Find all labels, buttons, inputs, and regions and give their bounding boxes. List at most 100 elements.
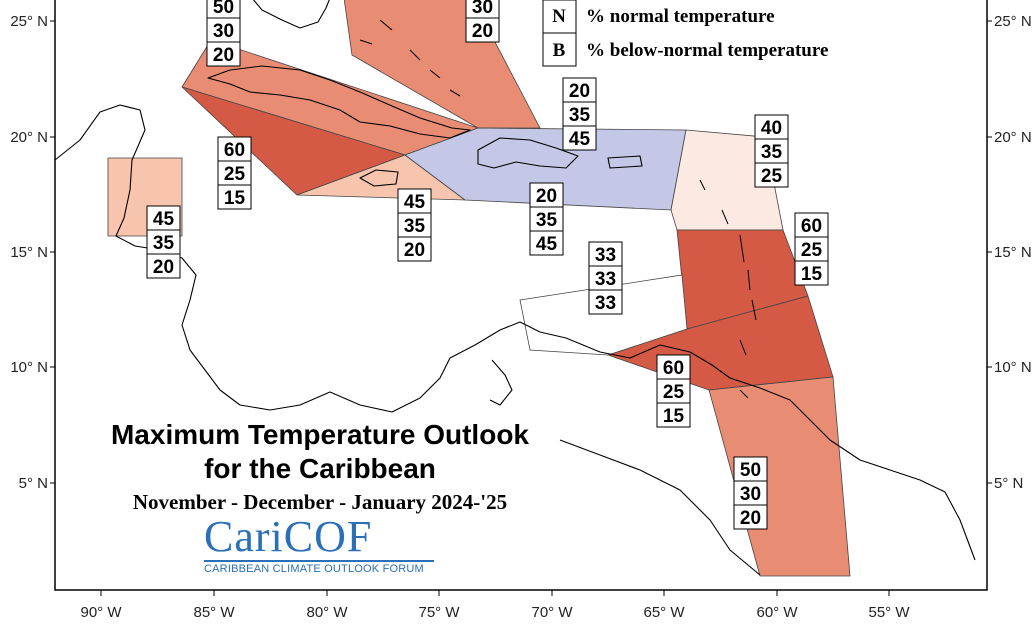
prob-value-northern-leewards: 40: [761, 118, 782, 139]
prob-box-hispaniola-pr: [562, 101, 597, 127]
prob-box-guianas: [733, 504, 768, 530]
prob-box-hispaniola-south: [529, 182, 564, 208]
prob-box-abc-islands: [588, 289, 623, 315]
logo-subtitle: CARIBBEAN CLIMATE OUTLOOK FORUM: [204, 560, 434, 575]
lon-label: 90° W: [80, 604, 122, 621]
prob-box-trinidad-tobago: [656, 378, 691, 404]
prob-value-bahamas-north: 50: [213, 0, 234, 18]
legend-key-box: [542, 0, 577, 34]
prob-box-hispaniola-south: [529, 230, 564, 256]
coastlines: [54, 0, 976, 576]
probability-labels: 50 30 20 30 20 60 25 15 45 35 20 45 35 20 20 35 45 20 35 45…: [146, 0, 829, 530]
prob-box-belize: [146, 253, 181, 279]
prob-value-hispaniola-south: 45: [536, 234, 558, 255]
prob-value-cuba-cayman: 60: [224, 140, 245, 161]
caricof-logo: CariCOF CARIBBEAN CLIMATE OUTLOOK FORUM: [204, 514, 434, 575]
lat-label: 5° N: [19, 475, 48, 492]
legend-text: % below-normal temperature: [586, 40, 828, 61]
prob-value-northern-leewards: 35: [761, 142, 783, 163]
lon-ticks: [100, 590, 890, 596]
prob-value-bahamas-north: 20: [213, 45, 234, 66]
prob-value-cuba-cayman: 15: [224, 188, 246, 209]
forecast-period: November - December - January 2024-'25: [132, 490, 508, 514]
lat-label: 25° N: [994, 13, 1032, 30]
prob-box-bahamas-east: [465, 17, 500, 43]
prob-value-guianas: 30: [740, 484, 761, 505]
legend-text: % normal temperature: [586, 6, 775, 27]
lat-label: 20° N: [10, 129, 48, 146]
prob-box-belize: [146, 205, 181, 231]
lon-label: 75° W: [418, 604, 460, 621]
prob-box-windwards: [794, 260, 829, 286]
prob-box-northern-leewards: [754, 162, 789, 188]
prob-value-belize: 35: [153, 233, 175, 254]
prob-box-hispaniola-pr: [562, 77, 597, 103]
prob-value-hispaniola-south: 35: [536, 210, 558, 231]
prob-value-trinidad-tobago: 25: [663, 382, 685, 403]
prob-box-hispaniola-pr: [562, 125, 597, 151]
legend: N % normal temperature B % below-normal …: [542, 0, 828, 67]
prob-value-belize: 45: [153, 209, 175, 230]
prob-value-jamaica: 20: [404, 240, 425, 261]
lesser-antilles: [699, 179, 757, 399]
prob-value-abc-islands: 33: [595, 269, 616, 290]
prob-value-bahamas-east: 20: [472, 21, 493, 42]
prob-value-hispaniola-pr: 35: [569, 105, 591, 126]
prob-box-jamaica: [397, 236, 432, 262]
prob-box-cuba-cayman: [217, 160, 252, 186]
lon-label: 55° W: [868, 604, 910, 621]
prob-value-cuba-cayman: 25: [224, 164, 246, 185]
prob-value-guianas: 20: [740, 508, 761, 529]
lat-label: 15° N: [10, 244, 48, 261]
lat-label: 10° N: [994, 359, 1032, 376]
prob-value-hispaniola-south: 20: [536, 186, 557, 207]
prob-value-jamaica: 45: [404, 192, 426, 213]
lat-labels-left: 25° N 20° N 15° N 10° N 5° N: [10, 13, 48, 492]
lat-label: 10° N: [10, 359, 48, 376]
prob-value-abc-islands: 33: [595, 293, 616, 314]
legend-key: N: [552, 6, 566, 27]
lat-ticks: [50, 20, 992, 484]
prob-value-hispaniola-pr: 45: [569, 129, 591, 150]
lon-label: 65° W: [643, 604, 685, 621]
lat-label: 5° N: [994, 475, 1023, 492]
prob-box-trinidad-tobago: [656, 402, 691, 428]
prob-value-hispaniola-pr: 20: [569, 81, 590, 102]
prob-box-belize: [146, 229, 181, 255]
lat-label: 25° N: [10, 13, 48, 30]
prob-value-jamaica: 35: [404, 216, 426, 237]
prob-box-guianas: [733, 480, 768, 506]
zone-abc: [519, 274, 688, 356]
legend-key-box: [542, 32, 577, 67]
prob-value-windwards: 15: [801, 264, 823, 285]
prob-box-cuba-cayman: [217, 184, 252, 210]
prob-value-bahamas-north: 30: [213, 21, 234, 42]
prob-box-northern-leewards: [754, 114, 789, 140]
prob-box-cuba-cayman: [217, 136, 252, 162]
lon-labels: 90° W 85° W 80° W 75° W 70° W 65° W 60° …: [80, 604, 910, 621]
prob-value-abc-islands: 33: [595, 245, 616, 266]
lat-label: 15° N: [994, 244, 1032, 261]
prob-value-trinidad-tobago: 15: [663, 406, 685, 427]
prob-box-bahamas-north: [206, 41, 241, 67]
lat-labels-right: 25° N 20° N 15° N 10° N 5° N: [994, 13, 1032, 492]
lon-label: 80° W: [306, 604, 348, 621]
title-line-2: for the Caribbean: [204, 453, 436, 484]
lon-label: 85° W: [193, 604, 235, 621]
prob-value-bahamas-east: 30: [472, 0, 493, 18]
logo-wordmark: CariCOF: [204, 512, 373, 561]
prob-value-trinidad-tobago: 60: [663, 358, 684, 379]
title-line-1: Maximum Temperature Outlook: [110, 419, 529, 450]
legend-key: B: [553, 40, 566, 61]
prob-value-guianas: 50: [740, 460, 761, 481]
lon-label: 70° W: [531, 604, 573, 621]
lon-label: 60° W: [756, 604, 798, 621]
prob-value-belize: 20: [153, 257, 174, 278]
lat-label: 20° N: [994, 129, 1032, 146]
prob-box-abc-islands: [588, 265, 623, 291]
prob-value-windwards: 25: [801, 240, 823, 261]
prob-value-northern-leewards: 25: [761, 166, 783, 187]
map-title: Maximum Temperature Outlook for the Cari…: [60, 418, 580, 486]
prob-value-windwards: 60: [801, 216, 822, 237]
